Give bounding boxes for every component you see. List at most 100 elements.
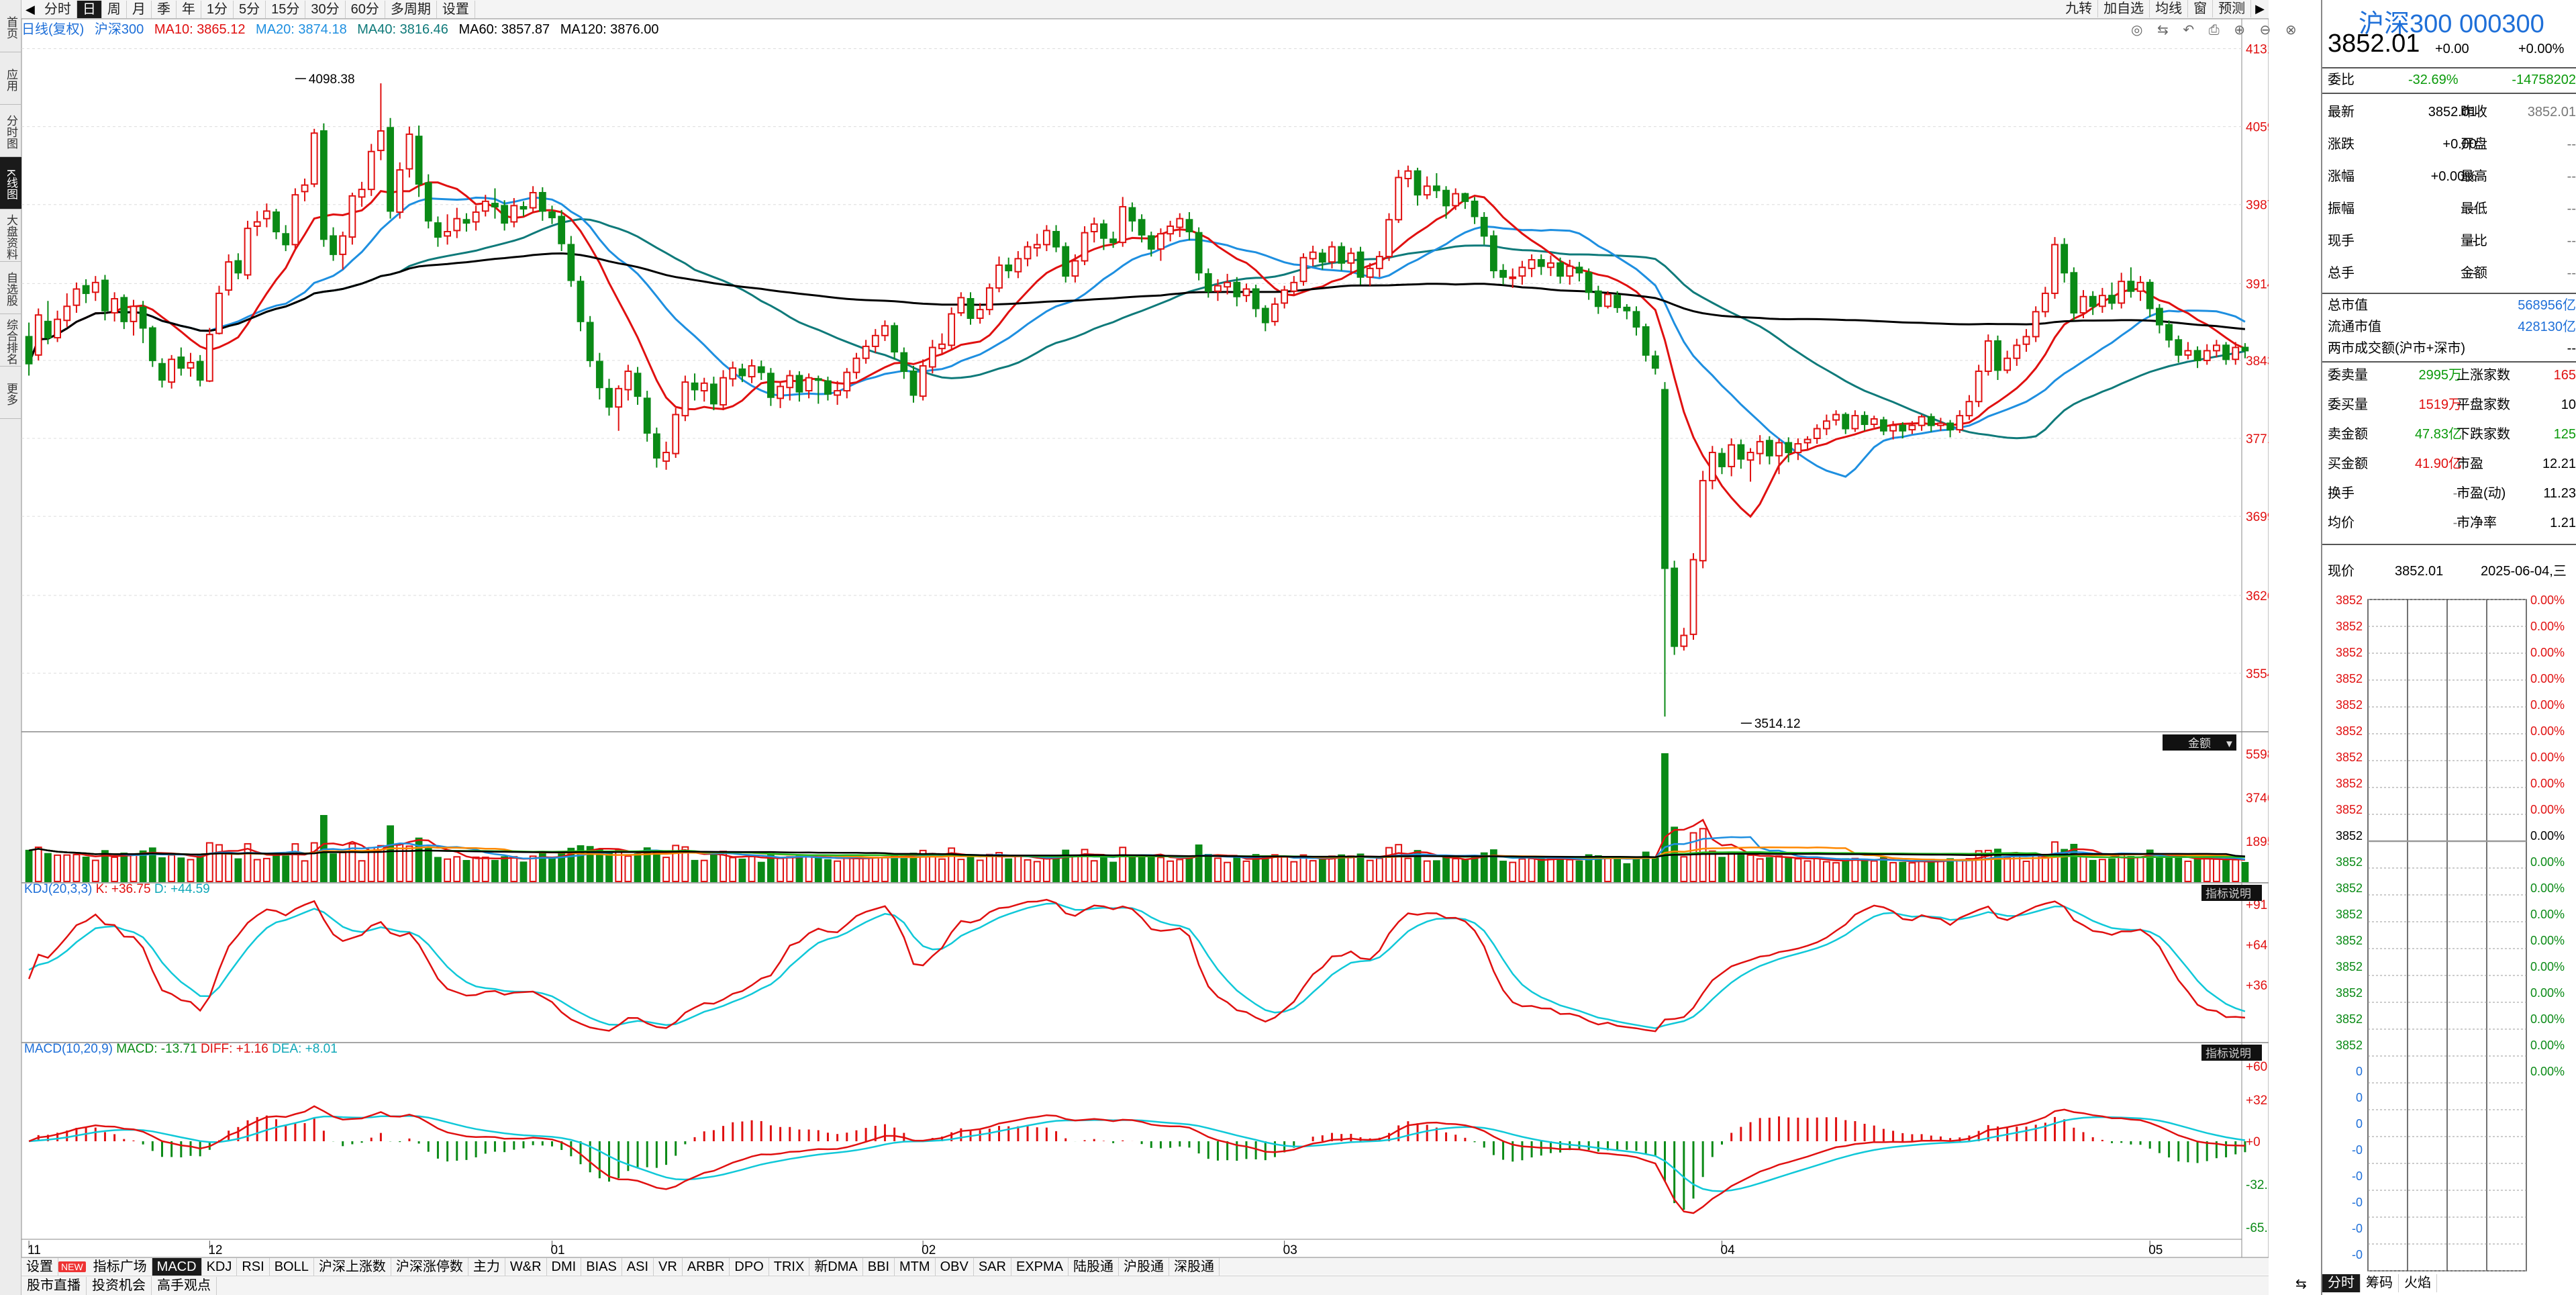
candle[interactable] bbox=[681, 375, 689, 422]
candle[interactable] bbox=[834, 381, 842, 405]
candle[interactable] bbox=[1642, 324, 1650, 362]
candle[interactable] bbox=[1965, 395, 1973, 420]
candle[interactable] bbox=[44, 301, 52, 344]
indicator-tab-0[interactable]: 设置 bbox=[21, 1257, 58, 1276]
candle[interactable] bbox=[814, 375, 822, 404]
candle[interactable] bbox=[54, 310, 61, 342]
candle[interactable] bbox=[1842, 412, 1850, 434]
news-tab-0[interactable]: 股市直播 bbox=[21, 1276, 87, 1295]
candle[interactable] bbox=[2032, 306, 2040, 342]
next-arrow-icon[interactable]: ▶ bbox=[2255, 2, 2265, 15]
candle[interactable] bbox=[624, 365, 632, 401]
candle[interactable] bbox=[205, 328, 213, 383]
rail-item-1[interactable]: 应用 bbox=[0, 52, 21, 105]
candle[interactable] bbox=[1518, 260, 1526, 285]
candle[interactable] bbox=[139, 301, 147, 344]
indicator-tab-11[interactable]: DMI bbox=[547, 1257, 582, 1276]
candle[interactable] bbox=[1109, 232, 1117, 248]
candle[interactable] bbox=[1699, 471, 1707, 569]
candle[interactable] bbox=[2155, 304, 2163, 334]
panel-toggle-icon[interactable]: ⇆ bbox=[2295, 1277, 2307, 1292]
candle[interactable] bbox=[481, 195, 489, 217]
period-tab-11[interactable]: 多周期 bbox=[385, 0, 437, 18]
indicator-tab-5[interactable]: RSI bbox=[237, 1257, 270, 1276]
candle[interactable] bbox=[1024, 241, 1032, 267]
candle[interactable] bbox=[1718, 448, 1726, 475]
candle[interactable] bbox=[900, 347, 908, 379]
period-tab-6[interactable]: 1分 bbox=[201, 0, 234, 18]
indicator-tab-22[interactable]: SAR bbox=[974, 1257, 1011, 1276]
candle[interactable] bbox=[1471, 197, 1479, 224]
candle[interactable] bbox=[2213, 340, 2220, 358]
candle[interactable] bbox=[1185, 212, 1193, 240]
toolbar-right-4[interactable]: 预测 bbox=[2213, 0, 2252, 17]
candle[interactable] bbox=[367, 144, 375, 196]
candle[interactable] bbox=[2222, 342, 2230, 365]
period-tab-5[interactable]: 年 bbox=[177, 0, 201, 18]
candle[interactable] bbox=[852, 352, 860, 379]
candle[interactable] bbox=[1765, 436, 1773, 465]
candle[interactable] bbox=[615, 385, 623, 431]
prev-arrow-icon[interactable]: ◀ bbox=[26, 2, 35, 16]
candle[interactable] bbox=[1252, 285, 1260, 318]
candle[interactable] bbox=[1994, 335, 2001, 380]
candle[interactable] bbox=[1927, 413, 1935, 432]
candle[interactable] bbox=[1889, 421, 1897, 440]
news-tab-2[interactable]: 高手观点 bbox=[152, 1276, 217, 1295]
candle[interactable] bbox=[2108, 282, 2116, 310]
candle[interactable] bbox=[586, 316, 594, 367]
candle[interactable] bbox=[2089, 291, 2097, 316]
candle[interactable] bbox=[2146, 279, 2154, 318]
candle[interactable] bbox=[700, 377, 708, 402]
candle[interactable] bbox=[729, 361, 737, 387]
candle[interactable] bbox=[1366, 262, 1374, 286]
candle[interactable] bbox=[396, 162, 404, 219]
candle[interactable] bbox=[738, 363, 746, 383]
candle[interactable] bbox=[453, 207, 461, 238]
indicator-tab-26[interactable]: 深股通 bbox=[1169, 1257, 1220, 1276]
candle[interactable] bbox=[1737, 439, 1745, 469]
candle[interactable] bbox=[34, 308, 42, 361]
candle[interactable] bbox=[158, 358, 166, 388]
tick-grid[interactable]: 3852 3852 3852 3852 3852 3852 3852 3852 3852 3852… bbox=[2322, 593, 2576, 1274]
candle[interactable] bbox=[2184, 342, 2192, 360]
candle[interactable] bbox=[273, 209, 280, 240]
candle[interactable] bbox=[1385, 213, 1393, 261]
candle[interactable] bbox=[595, 352, 603, 399]
candle[interactable] bbox=[1414, 167, 1422, 206]
candle[interactable] bbox=[72, 282, 81, 313]
candle[interactable] bbox=[2041, 287, 2049, 318]
candle[interactable] bbox=[63, 293, 71, 327]
candle[interactable] bbox=[101, 275, 109, 321]
candle[interactable] bbox=[1423, 176, 1431, 199]
candle[interactable] bbox=[1375, 251, 1383, 277]
candle[interactable] bbox=[424, 174, 432, 229]
toolbar-right-2[interactable]: 均线 bbox=[2150, 0, 2189, 17]
candle[interactable] bbox=[1528, 254, 1536, 277]
candle[interactable] bbox=[1785, 437, 1793, 463]
candle[interactable] bbox=[196, 354, 204, 387]
candle[interactable] bbox=[558, 209, 566, 252]
candle[interactable] bbox=[786, 370, 794, 401]
candle[interactable] bbox=[1281, 285, 1289, 309]
indicator-tab-6[interactable]: BOLL bbox=[270, 1257, 314, 1276]
candle[interactable] bbox=[358, 181, 366, 207]
candle[interactable] bbox=[2070, 267, 2078, 321]
candle[interactable] bbox=[1794, 438, 1802, 461]
candle[interactable] bbox=[25, 322, 33, 376]
candle[interactable] bbox=[1100, 220, 1107, 250]
indicator-tab-13[interactable]: ASI bbox=[622, 1257, 654, 1276]
candle[interactable] bbox=[805, 373, 813, 399]
candle[interactable] bbox=[1937, 418, 1944, 431]
rail-item-4[interactable]: 大盘资料 bbox=[0, 209, 21, 262]
candle[interactable] bbox=[2127, 267, 2135, 298]
candle[interactable] bbox=[643, 391, 651, 442]
candle[interactable] bbox=[1604, 291, 1612, 309]
candle[interactable] bbox=[1442, 186, 1450, 219]
indicator-tab-17[interactable]: TRIX bbox=[769, 1257, 810, 1276]
candle[interactable] bbox=[1138, 214, 1146, 243]
candle[interactable] bbox=[2136, 276, 2144, 301]
candle[interactable] bbox=[1081, 226, 1089, 266]
candle[interactable] bbox=[1318, 248, 1326, 270]
rail-item-2[interactable]: 分时图 bbox=[0, 105, 21, 157]
